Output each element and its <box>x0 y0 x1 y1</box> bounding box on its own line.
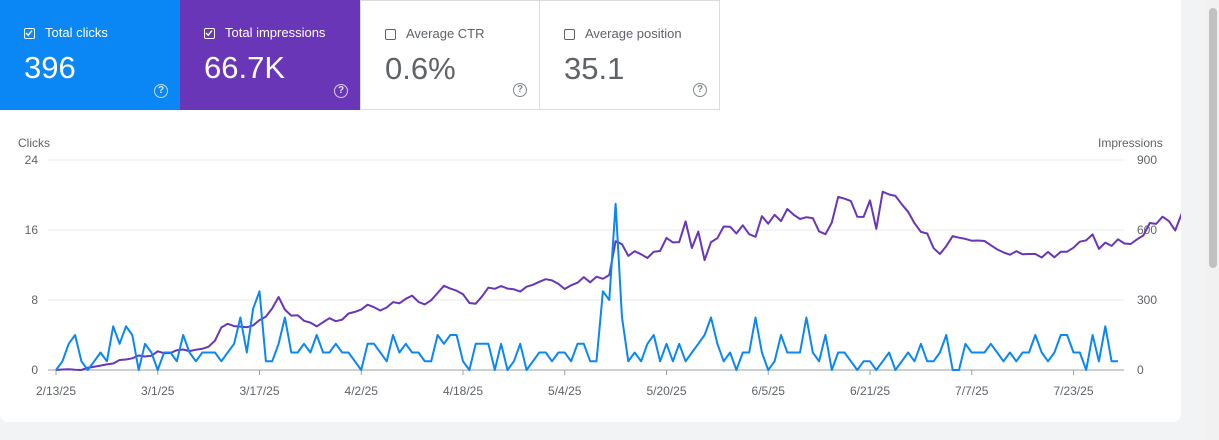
total-clicks-tile[interactable]: Total clicks 396 ? <box>0 0 180 110</box>
scrollbar-thumb[interactable] <box>1209 8 1217 268</box>
right-axis-tick-label: 0 <box>1137 363 1144 377</box>
left-axis-tick-label: 0 <box>31 363 38 377</box>
tile-label: Average position <box>585 26 682 41</box>
help-icon[interactable]: ? <box>513 83 527 97</box>
tile-label: Average CTR <box>406 26 485 41</box>
tile-value: 0.6% <box>385 51 456 86</box>
right-axis-tick-label: 900 <box>1137 153 1157 167</box>
average-ctr-tile[interactable]: Average CTR 0.6% ? <box>360 0 540 110</box>
x-axis-tick-label: 3/17/25 <box>239 384 279 398</box>
total-impressions-tile[interactable]: Total impressions 66.7K ? <box>180 0 360 110</box>
impressions-series-line <box>55 190 1181 371</box>
checkbox-unchecked-icon[interactable] <box>564 29 575 40</box>
x-axis-tick-label: 7/23/25 <box>1053 384 1093 398</box>
x-axis-tick-label: 4/18/25 <box>443 384 483 398</box>
right-axis-tick-label: 300 <box>1137 293 1157 307</box>
x-axis-tick-label: 5/4/25 <box>548 384 582 398</box>
x-axis-tick-label: 7/7/25 <box>955 384 989 398</box>
left-axis-tick-label: 24 <box>25 153 39 167</box>
help-icon[interactable]: ? <box>334 84 348 98</box>
x-axis-tick-label: 6/21/25 <box>850 384 890 398</box>
left-axis-title: Clicks <box>18 136 50 150</box>
x-axis-tick-label: 2/13/25 <box>36 384 76 398</box>
checkbox-checked-icon[interactable] <box>204 28 215 39</box>
left-axis-tick-label: 8 <box>31 293 38 307</box>
performance-card: Total clicks 396 ? Total impressions 66.… <box>0 0 1181 422</box>
average-position-tile[interactable]: Average position 35.1 ? <box>540 0 720 110</box>
right-axis-title: Impressions <box>1098 136 1163 150</box>
help-icon[interactable]: ? <box>154 84 168 98</box>
x-axis-tick-label: 6/5/25 <box>752 384 786 398</box>
left-axis-tick-label: 16 <box>25 223 39 237</box>
tile-label: Total clicks <box>45 25 108 40</box>
help-icon[interactable]: ? <box>693 83 707 97</box>
x-axis-tick-label: 3/1/25 <box>141 384 175 398</box>
tile-label: Total impressions <box>225 25 326 40</box>
clicks-series-line <box>55 202 1118 371</box>
x-axis-tick-label: 5/20/25 <box>646 384 686 398</box>
scrollbar[interactable] <box>1205 0 1219 440</box>
checkbox-checked-icon[interactable] <box>24 28 35 39</box>
tile-value: 396 <box>24 50 76 85</box>
x-axis-tick-label: 4/2/25 <box>345 384 379 398</box>
tile-value: 66.7K <box>204 50 286 85</box>
tile-value: 35.1 <box>564 51 625 86</box>
metric-tiles: Total clicks 396 ? Total impressions 66.… <box>0 0 720 112</box>
checkbox-unchecked-icon[interactable] <box>385 29 396 40</box>
